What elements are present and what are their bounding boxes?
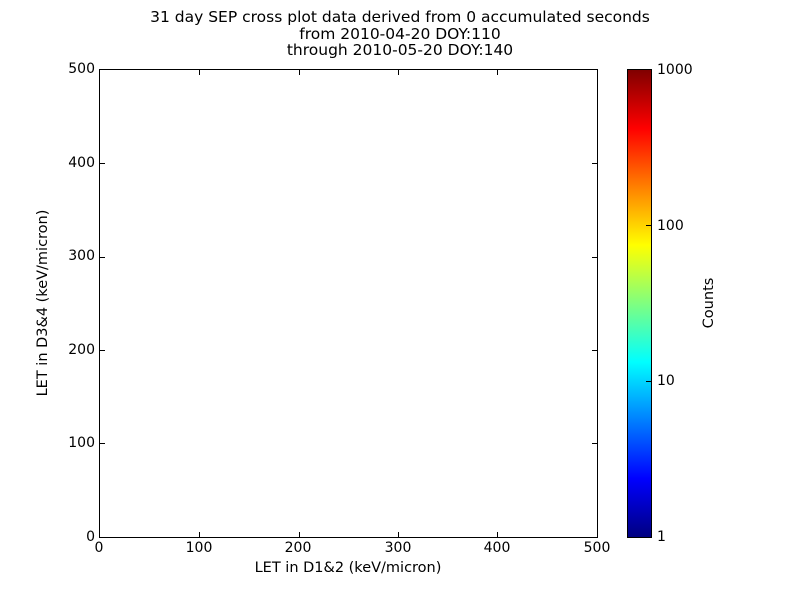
colorbar-tick-mark <box>646 225 651 226</box>
y-tick-label: 300 <box>68 248 95 264</box>
colorbar-label: Counts <box>701 277 717 329</box>
x-tick-label: 100 <box>185 540 213 556</box>
y-tick-label: 200 <box>68 342 95 358</box>
x-tick-label: 400 <box>483 540 511 556</box>
x-tick-mark-top <box>497 70 498 75</box>
x-tick-label: 200 <box>284 540 312 556</box>
colorbar-tick-label: 100 <box>657 218 684 234</box>
y-tick-mark-right <box>592 163 597 164</box>
x-tick-mark <box>497 532 498 537</box>
x-tick-mark <box>199 532 200 537</box>
chart-title: 31 day SEP cross plot data derived from … <box>0 9 800 59</box>
x-tick-label: 500 <box>583 540 611 556</box>
chart-title-line-1: 31 day SEP cross plot data derived from … <box>150 8 650 26</box>
y-tick-label: 400 <box>68 155 95 171</box>
y-axis-label: LET in D3&4 (keV/micron) <box>35 209 51 397</box>
colorbar-tick-label: 1000 <box>657 62 693 78</box>
chart-title-line-3: through 2010-05-20 DOY:140 <box>286 41 514 59</box>
y-tick-mark-right <box>592 443 597 444</box>
y-tick-mark <box>100 163 105 164</box>
x-tick-mark <box>299 532 300 537</box>
colorbar-gradient <box>627 69 652 538</box>
y-tick-label: 0 <box>86 529 95 545</box>
x-tick-label: 0 <box>94 540 104 556</box>
y-tick-mark-right <box>592 257 597 258</box>
colorbar-tick-mark <box>646 381 651 382</box>
plot-area <box>99 69 598 538</box>
chart-title-line-2: from 2010-04-20 DOY:110 <box>299 24 501 43</box>
x-tick-label: 300 <box>384 540 412 556</box>
x-tick-mark <box>398 532 399 537</box>
y-tick-mark <box>100 257 105 258</box>
x-tick-mark-top <box>398 70 399 75</box>
y-tick-label: 500 <box>68 61 95 77</box>
x-tick-mark-top <box>199 70 200 75</box>
x-axis-label: LET in D1&2 (keV/micron) <box>254 560 442 576</box>
y-tick-label: 100 <box>68 435 95 451</box>
x-tick-mark-top <box>299 70 300 75</box>
y-tick-mark <box>100 350 105 351</box>
colorbar-tick-label: 10 <box>657 373 675 389</box>
colorbar-tick-label: 1 <box>657 529 666 545</box>
y-tick-mark-right <box>592 350 597 351</box>
y-tick-mark <box>100 443 105 444</box>
